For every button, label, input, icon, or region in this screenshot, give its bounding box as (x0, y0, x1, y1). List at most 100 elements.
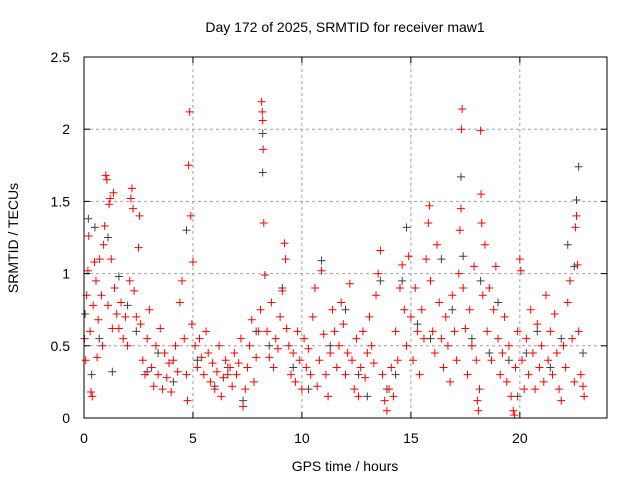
data-point (473, 396, 482, 405)
data-point (180, 334, 189, 343)
data-point (175, 298, 184, 307)
data-point (496, 370, 505, 379)
plot-frame (83, 56, 608, 419)
data-point (356, 363, 365, 372)
data-point (136, 320, 145, 329)
data-point (378, 370, 387, 379)
data-point (326, 341, 335, 350)
data-point (263, 327, 272, 336)
data-point (245, 341, 254, 350)
data-point (241, 385, 250, 394)
data-point (306, 370, 315, 379)
data-point (265, 353, 274, 362)
x-tick-label: 10 (294, 430, 310, 446)
data-point (259, 219, 268, 228)
data-point (267, 298, 276, 307)
data-point (544, 356, 553, 365)
data-point (477, 190, 486, 199)
data-point (129, 204, 138, 213)
data-point (280, 239, 289, 248)
data-point (367, 341, 376, 350)
data-point (555, 385, 564, 394)
data-point (247, 315, 256, 324)
data-point (559, 341, 568, 350)
data-point (127, 184, 136, 193)
data-point (413, 320, 422, 329)
data-point (520, 385, 529, 394)
data-point (90, 258, 99, 267)
data-point (90, 223, 99, 232)
data-point (571, 223, 580, 232)
data-point (99, 240, 108, 249)
data-point (147, 363, 156, 372)
data-point (387, 363, 396, 372)
data-point (108, 367, 117, 376)
data-point (415, 370, 424, 379)
data-point (257, 97, 266, 106)
data-point (328, 305, 337, 314)
data-point (95, 255, 104, 264)
data-point (385, 385, 394, 394)
data-point (95, 334, 104, 343)
data-point (439, 363, 448, 372)
data-point (143, 334, 152, 343)
data-point (354, 392, 363, 401)
data-point (284, 341, 293, 350)
data-point (513, 327, 522, 336)
data-point (404, 252, 413, 261)
axis-ticks: 0 5 10 15 20 0 0.5 1 1.5 2 2.5 (51, 49, 607, 446)
data-point (103, 301, 112, 310)
data-point (475, 385, 484, 394)
data-point (145, 305, 154, 314)
data-point (339, 320, 348, 329)
data-point (291, 377, 300, 386)
data-point (160, 349, 169, 358)
data-point (239, 402, 248, 411)
data-point (319, 330, 328, 339)
data-point (86, 327, 95, 336)
data-point (317, 256, 326, 265)
data-points (80, 97, 589, 420)
data-point (273, 344, 282, 353)
data-point (297, 385, 306, 394)
data-point (93, 353, 102, 362)
data-point (154, 370, 163, 379)
data-point (487, 356, 496, 365)
data-point (491, 262, 500, 271)
data-point (130, 286, 139, 295)
data-point (411, 284, 420, 293)
data-point (494, 298, 503, 307)
data-point (539, 377, 548, 386)
data-point (448, 305, 457, 314)
data-point (289, 363, 298, 372)
data-point (132, 327, 141, 336)
data-point (546, 327, 555, 336)
data-point (424, 219, 433, 228)
data-point (182, 226, 191, 235)
data-point (389, 392, 398, 401)
data-point (114, 272, 123, 281)
data-point (326, 349, 335, 358)
data-point (511, 363, 520, 372)
data-point (178, 276, 187, 285)
data-point (258, 107, 267, 116)
data-point (293, 327, 302, 336)
data-point (467, 334, 476, 343)
data-point (472, 356, 481, 365)
data-point (380, 396, 389, 405)
data-point (461, 324, 470, 333)
data-point (212, 367, 221, 376)
data-point (579, 382, 588, 391)
data-point (458, 104, 467, 113)
data-point (186, 211, 195, 220)
data-point (570, 262, 579, 271)
data-point (573, 260, 582, 269)
data-point (94, 315, 103, 324)
data-point (204, 349, 213, 358)
data-point (117, 298, 126, 307)
data-point (185, 107, 194, 116)
data-point (550, 310, 559, 319)
data-point (565, 276, 574, 285)
data-point (86, 388, 95, 397)
